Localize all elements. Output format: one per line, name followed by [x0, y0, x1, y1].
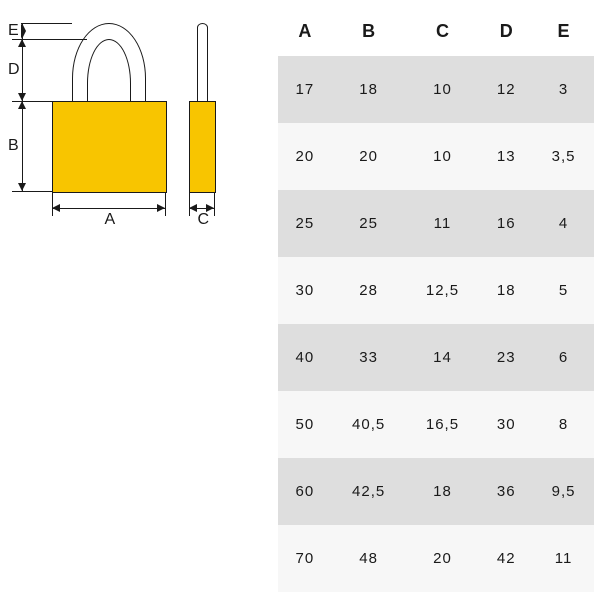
table-cell: 33: [332, 324, 406, 391]
table-cell: 8: [533, 391, 594, 458]
col-E: E: [533, 6, 594, 56]
table-cell: 40: [278, 324, 332, 391]
table-cell: 13: [479, 123, 533, 190]
table-cell: 23: [479, 324, 533, 391]
table-cell: 40,5: [332, 391, 406, 458]
table-cell: 20: [278, 123, 332, 190]
dimension-label: D: [6, 62, 22, 78]
table-cell: 25: [278, 190, 332, 257]
arrow-right-icon: [157, 204, 165, 212]
dimension-line: [12, 191, 52, 192]
table-cell: 30: [479, 391, 533, 458]
table-row: 302812,5185: [278, 257, 594, 324]
dimension-label: C: [196, 212, 212, 228]
table-cell: 48: [332, 525, 406, 592]
table-row: 202010133,5: [278, 123, 594, 190]
arrow-left-icon: [189, 204, 197, 212]
table-cell: 16: [479, 190, 533, 257]
side-shackle-stem: [197, 28, 208, 101]
table-row: 403314236: [278, 324, 594, 391]
table-cell: 10: [406, 56, 480, 123]
dimension-line: [165, 193, 166, 216]
table-cell: 10: [406, 123, 480, 190]
table-cell: 6: [533, 324, 594, 391]
table-cell: 4: [533, 190, 594, 257]
table-cell: 12: [479, 56, 533, 123]
table-cell: 50: [278, 391, 332, 458]
dimension-line: [22, 101, 23, 191]
table-cell: 18: [479, 257, 533, 324]
side-body: [189, 101, 216, 193]
table-cell: 20: [332, 123, 406, 190]
table-cell: 20: [406, 525, 480, 592]
table-cell: 3: [533, 56, 594, 123]
table-cell: 9,5: [533, 458, 594, 525]
table-row: 171810123: [278, 56, 594, 123]
dimension-line: [52, 208, 165, 209]
dimension-label: E: [6, 23, 21, 39]
arrow-left-icon: [52, 204, 60, 212]
table-cell: 42: [479, 525, 533, 592]
table-cell: 36: [479, 458, 533, 525]
table-cell: 12,5: [406, 257, 480, 324]
table-row: 7048204211: [278, 525, 594, 592]
table-cell: 5: [533, 257, 594, 324]
table-row: 5040,516,5308: [278, 391, 594, 458]
arrow-up-icon: [18, 101, 26, 109]
table-cell: 28: [332, 257, 406, 324]
dimension-label: B: [6, 138, 21, 154]
table-cell: 60: [278, 458, 332, 525]
table-cell: 14: [406, 324, 480, 391]
col-A: A: [278, 6, 332, 56]
figure-root: ACBDE A B C D E 171810123202010133,52525…: [0, 0, 600, 600]
arrow-down-icon: [18, 183, 26, 191]
table-row: 6042,518369,5: [278, 458, 594, 525]
table-row: 252511164: [278, 190, 594, 257]
dimension-line: [22, 39, 23, 101]
table-cell: 18: [406, 458, 480, 525]
table-header-row: A B C D E: [278, 6, 594, 56]
table-cell: 25: [332, 190, 406, 257]
table-cell: 11: [533, 525, 594, 592]
table-cell: 17: [278, 56, 332, 123]
table-cell: 3,5: [533, 123, 594, 190]
col-D: D: [479, 6, 533, 56]
front-body: [52, 101, 167, 193]
table-body: 171810123202010133,5252511164302812,5185…: [278, 56, 594, 592]
dimensions-table: A B C D E 171810123202010133,52525111643…: [278, 6, 594, 592]
dimension-line: [214, 193, 215, 216]
col-B: B: [332, 6, 406, 56]
arrow-down-icon: [18, 93, 26, 101]
table-cell: 30: [278, 257, 332, 324]
dimension-label: A: [103, 212, 118, 228]
table-cell: 11: [406, 190, 480, 257]
table-cell: 18: [332, 56, 406, 123]
table-cell: 16,5: [406, 391, 480, 458]
arrow-up-icon: [18, 39, 26, 47]
col-C: C: [406, 6, 480, 56]
table-cell: 42,5: [332, 458, 406, 525]
table-cell: 70: [278, 525, 332, 592]
